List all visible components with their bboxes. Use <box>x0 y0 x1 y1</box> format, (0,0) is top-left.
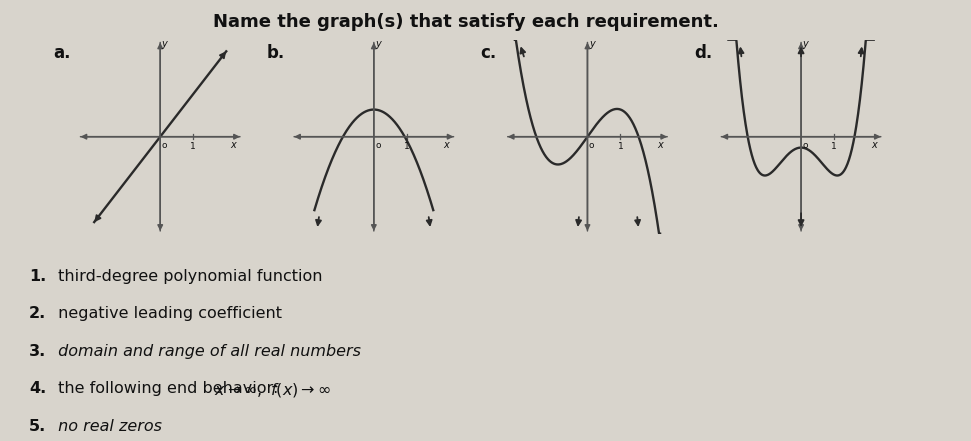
Text: 5.: 5. <box>29 419 47 434</box>
Text: o: o <box>588 141 594 149</box>
Text: $x \to \infty,\ f(x) \to \infty$: $x \to \infty,\ f(x) \to \infty$ <box>214 381 331 400</box>
Text: o: o <box>802 141 808 149</box>
Text: x: x <box>657 139 663 149</box>
Text: the following end behavior:: the following end behavior: <box>53 381 284 396</box>
Text: x: x <box>871 139 877 149</box>
Text: 4.: 4. <box>29 381 47 396</box>
Text: third-degree polynomial function: third-degree polynomial function <box>53 269 323 284</box>
Text: 1: 1 <box>190 142 196 151</box>
Text: c.: c. <box>481 44 497 62</box>
Text: 1: 1 <box>618 142 623 151</box>
Text: no real zeros: no real zeros <box>53 419 162 434</box>
Text: y: y <box>161 39 167 49</box>
Text: x: x <box>444 139 450 149</box>
Text: negative leading coefficient: negative leading coefficient <box>53 306 283 321</box>
Text: 1.: 1. <box>29 269 47 284</box>
Text: y: y <box>802 39 808 49</box>
Text: 3.: 3. <box>29 344 47 359</box>
Text: y: y <box>375 39 381 49</box>
Text: domain and range of all real numbers: domain and range of all real numbers <box>53 344 361 359</box>
Text: d.: d. <box>694 44 713 62</box>
Text: b.: b. <box>267 44 285 62</box>
Text: o: o <box>375 141 381 149</box>
Text: x: x <box>230 139 236 149</box>
Text: a.: a. <box>53 44 71 62</box>
Text: 1: 1 <box>831 142 837 151</box>
Text: y: y <box>588 39 594 49</box>
Text: 1: 1 <box>404 142 410 151</box>
Text: Name the graph(s) that satisfy each requirement.: Name the graph(s) that satisfy each requ… <box>214 13 719 31</box>
Text: o: o <box>161 141 167 149</box>
Text: 2.: 2. <box>29 306 47 321</box>
